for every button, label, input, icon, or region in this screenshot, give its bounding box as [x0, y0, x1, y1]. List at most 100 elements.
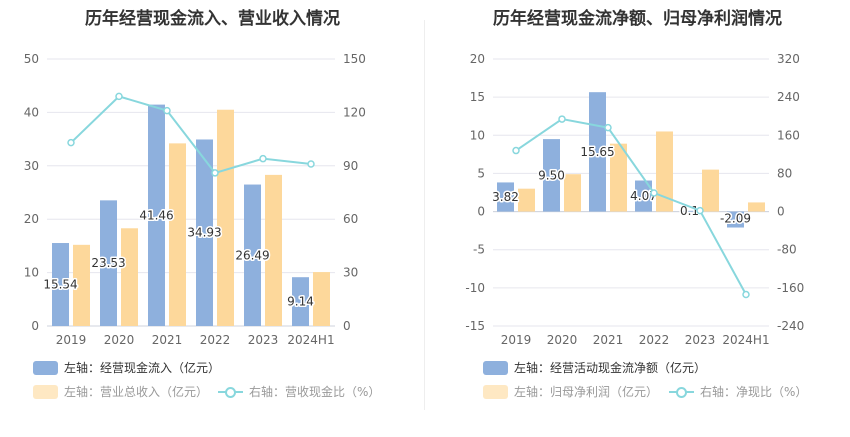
- y-left-tick-label: 0: [31, 319, 39, 333]
- y-left-tick-label: -5: [473, 243, 485, 257]
- line-point: [742, 290, 750, 299]
- legend-item-net-cash-ratio[interactable]: 右轴：净现比（%）: [669, 383, 807, 400]
- line-point: [558, 115, 566, 123]
- y-left-tick-label: 10: [470, 128, 485, 142]
- bar: [52, 243, 69, 326]
- line-point: [67, 138, 75, 147]
- legend-item-net-cash-flow[interactable]: 左轴：经营活动现金流净额（亿元）: [483, 359, 706, 376]
- bar: [681, 210, 698, 212]
- y-right-tick-label: -160: [777, 281, 804, 295]
- legend-item-revenue[interactable]: 左轴：营业总收入（亿元）: [33, 383, 208, 400]
- x-tick-label: 2022: [200, 333, 231, 347]
- x-tick-label: 2023: [685, 333, 716, 347]
- x-tick-label: 2020: [104, 333, 135, 347]
- legend-label: 右轴：净现比（%）: [700, 385, 808, 399]
- x-tick-label: 2024H1: [287, 333, 334, 347]
- bar-data-label: -2.09: [720, 212, 751, 226]
- bar-data-label: 23.53: [91, 256, 125, 270]
- bar: [589, 92, 606, 212]
- bar: [313, 272, 330, 326]
- panel-divider: [424, 20, 425, 410]
- y-left-tick-label: 20: [24, 212, 39, 226]
- bar: [169, 143, 186, 326]
- x-tick-label: 2020: [547, 333, 578, 347]
- chart-panel-left: 历年经营现金流入、营业收入情况 0 10 20 30 40 50 0 30 60 90 120 150…: [24, 9, 381, 400]
- chart-title-right: 历年经营现金流净额、归母净利润情况: [493, 9, 782, 29]
- line-point: [211, 169, 219, 177]
- bar-data-label: 41.46: [139, 208, 173, 222]
- legend-line-marker: [669, 385, 694, 399]
- chart-title-left: 历年经营现金流入、营业收入情况: [85, 9, 340, 29]
- x-tick-label: 2021: [593, 333, 624, 347]
- bar-data-label: 34.93: [187, 226, 221, 240]
- x-tick-label: 2022: [639, 333, 670, 347]
- bar-data-label: 26.49: [235, 248, 269, 262]
- legend-item-net-profit[interactable]: 左轴：归母净利润（亿元）: [483, 383, 658, 400]
- y-left-tick-label: 0: [477, 205, 485, 219]
- bar: [727, 211, 744, 228]
- legend-swatch: [33, 384, 58, 399]
- y-right-tick-label: -80: [777, 243, 797, 257]
- y-right-tick-label: 320: [777, 52, 800, 66]
- legend-label: 左轴：归母净利润（亿元）: [514, 385, 659, 399]
- y-right-tick-label: 60: [343, 212, 358, 226]
- y-left-tick-label: 30: [24, 159, 39, 173]
- bar: [518, 188, 535, 212]
- chart-left: 0 10 20 30 40 50 0 30 60 90 120 150 2019 2020 2021 2022…: [24, 52, 366, 347]
- legend-item-cash-inflow[interactable]: 左轴：经营现金流入（亿元）: [33, 359, 220, 376]
- legend-label: 左轴：营业总收入（亿元）: [64, 385, 209, 399]
- chart-right: -15 -10 -5 0 5 10 15 20 -240 -160 -80 0 80 160 240 320 2…: [465, 52, 804, 347]
- bar: [196, 139, 213, 326]
- y-left-tick-label: 20: [470, 52, 485, 66]
- line-point: [650, 189, 658, 197]
- legend-label: 左轴：经营现金流入（亿元）: [64, 361, 221, 375]
- line-point: [696, 206, 704, 215]
- bar-data-label: 15.65: [580, 145, 614, 159]
- y-right-tick-label: 240: [777, 90, 800, 104]
- line-point: [307, 160, 315, 168]
- bar: [121, 228, 138, 326]
- x-tick-label: 2021: [152, 333, 183, 347]
- bar: [702, 169, 719, 212]
- y-left-tick-label: 5: [477, 166, 485, 180]
- legend-line-marker: [218, 385, 243, 399]
- line-series: [515, 118, 747, 296]
- line-point: [512, 146, 520, 155]
- chart-panel-right: 历年经营现金流净额、归母净利润情况 -15 -10 -5 0 5 10 15 20 -240 -1…: [425, 0, 850, 437]
- bar: [564, 174, 581, 212]
- bar: [148, 104, 165, 326]
- y-right-tick-label: 30: [343, 266, 358, 280]
- y-left-tick-label: 15: [470, 90, 485, 104]
- bar: [265, 174, 282, 326]
- bar: [497, 182, 514, 212]
- legend-item-revenue-cash-ratio[interactable]: 右轴：营收现金比（%）: [218, 383, 380, 400]
- y-left-tick-label: 10: [24, 266, 39, 280]
- y-right-tick-label: 80: [777, 166, 792, 180]
- legend-swatch: [483, 384, 508, 399]
- line-point: [604, 123, 612, 132]
- bar: [656, 131, 673, 212]
- y-right-tick-label: 0: [343, 319, 351, 333]
- x-tick-label: 2019: [501, 333, 532, 347]
- legend-label: 右轴：营收现金比（%）: [249, 385, 381, 399]
- y-right-tick-label: 150: [343, 52, 366, 66]
- y-right-tick-label: 160: [777, 128, 800, 142]
- bar: [217, 109, 234, 326]
- bar-data-label: 3.82: [492, 190, 519, 204]
- bar-data-label: 15.54: [43, 278, 77, 292]
- y-right-tick-label: 120: [343, 105, 366, 119]
- bar: [610, 143, 627, 212]
- bar: [292, 277, 309, 326]
- bar: [73, 244, 90, 326]
- y-right-tick-label: -240: [777, 319, 804, 333]
- y-right-tick-label: 90: [343, 159, 358, 173]
- bar: [635, 180, 652, 212]
- x-tick-label: 2024H1: [722, 333, 769, 347]
- bar-data-label: 9.50: [538, 168, 565, 182]
- legend-label: 左轴：经营活动现金流净额（亿元）: [514, 361, 707, 375]
- y-right-tick-label: 0: [777, 205, 785, 219]
- line-point: [115, 92, 123, 101]
- line-series: [70, 95, 312, 175]
- line-point: [163, 106, 171, 115]
- legend-swatch: [33, 360, 58, 375]
